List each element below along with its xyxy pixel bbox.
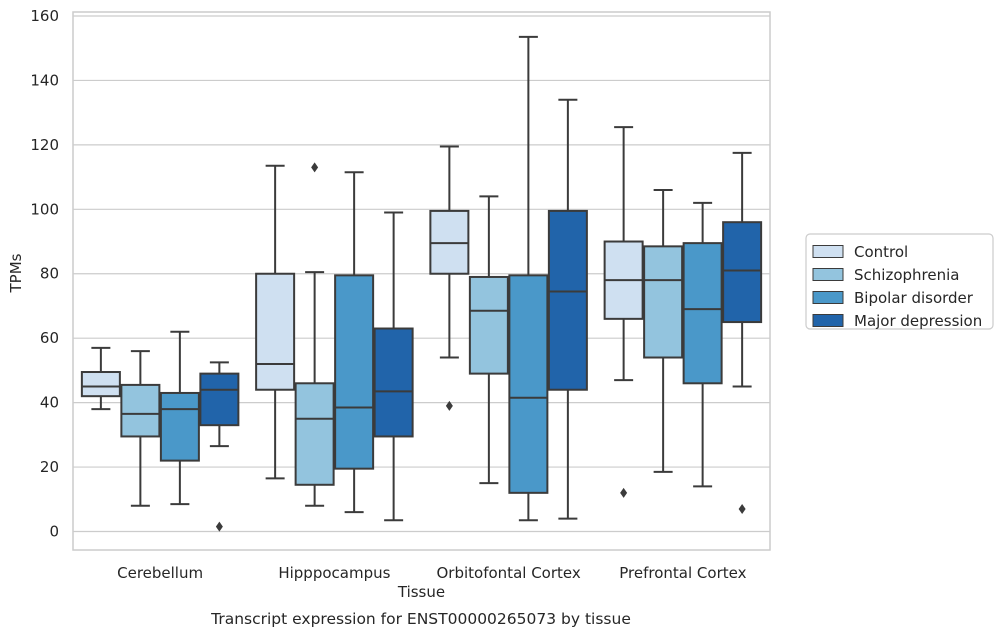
legend-swatch <box>812 314 844 327</box>
y-axis-label: TPMs <box>7 253 25 293</box>
box-iqr <box>547 209 588 391</box>
y-axis-ticks: 0 20 40 60 80 100 120 140 160 <box>30 7 59 541</box>
x-axis-ticks: Cerebellum Hipppocampus Orbitofontal Corte… <box>117 564 746 582</box>
y-tick-label: 60 <box>40 329 59 347</box>
box <box>682 201 723 488</box>
outlier-point <box>215 521 223 532</box>
legend-swatch <box>812 291 844 304</box>
box-iqr <box>159 391 200 462</box>
outlier-point <box>738 503 746 514</box>
box-iqr <box>508 274 549 494</box>
box-iqr <box>255 272 296 391</box>
box-iqr <box>722 221 763 324</box>
box <box>508 35 549 522</box>
box-iqr <box>373 327 414 438</box>
legend-frame <box>805 233 994 330</box>
box-iqr <box>682 242 723 385</box>
box <box>643 188 684 473</box>
x-tick-label: Cerebellum <box>117 564 203 582</box>
box <box>429 145 470 411</box>
series-schizophrenia <box>120 162 684 507</box>
box-iqr <box>468 275 509 375</box>
box <box>334 171 375 514</box>
series-major-depression <box>199 98 763 532</box>
legend-label: Schizophrenia <box>854 266 959 284</box>
y-tick-label: 100 <box>30 200 59 218</box>
x-axis-label: Tissue <box>397 583 445 601</box>
box <box>603 126 644 498</box>
box-iqr <box>199 372 240 427</box>
box-iqr <box>334 274 375 470</box>
legend: Control Schizophrenia Bipolar disorder Majo… <box>805 233 994 330</box>
y-tick-label: 0 <box>49 523 59 541</box>
box <box>722 151 763 514</box>
y-tick-label: 140 <box>30 71 59 89</box>
y-tick-label: 160 <box>30 7 59 25</box>
box-iqr <box>120 383 161 438</box>
box <box>255 164 296 480</box>
x-tick-label: Orbitofontal Cortex <box>437 564 581 582</box>
outlier-point <box>445 400 453 411</box>
box <box>159 330 200 506</box>
chart-caption: Transcript expression for ENST0000026507… <box>210 610 631 628</box>
outlier-point <box>620 487 628 498</box>
x-tick-label: Hipppocampus <box>278 564 390 582</box>
box <box>373 211 414 522</box>
box <box>547 98 588 520</box>
box <box>294 162 335 507</box>
legend-swatch <box>812 268 844 281</box>
y-tick-label: 120 <box>30 136 59 154</box>
outlier-point <box>311 162 319 173</box>
box <box>468 195 509 485</box>
legend-label: Major depression <box>854 312 982 330</box>
series-bipolar-disorder <box>159 35 723 522</box>
box <box>199 361 240 532</box>
y-tick-label: 40 <box>40 394 59 412</box>
box-plot-series <box>80 35 763 532</box>
legend-swatch <box>812 245 844 258</box>
x-tick-label: Prefrontal Cortex <box>619 564 746 582</box>
box <box>80 346 121 411</box>
legend-label: Control <box>854 243 908 261</box>
legend-label: Bipolar disorder <box>854 289 974 307</box>
plot-frame <box>72 11 771 551</box>
box-iqr <box>80 371 121 398</box>
series-control <box>80 126 644 498</box>
box <box>120 350 161 507</box>
box-iqr <box>294 382 335 486</box>
y-tick-label: 80 <box>40 265 59 283</box>
box-iqr <box>643 245 684 359</box>
y-tick-label: 20 <box>40 458 59 476</box>
